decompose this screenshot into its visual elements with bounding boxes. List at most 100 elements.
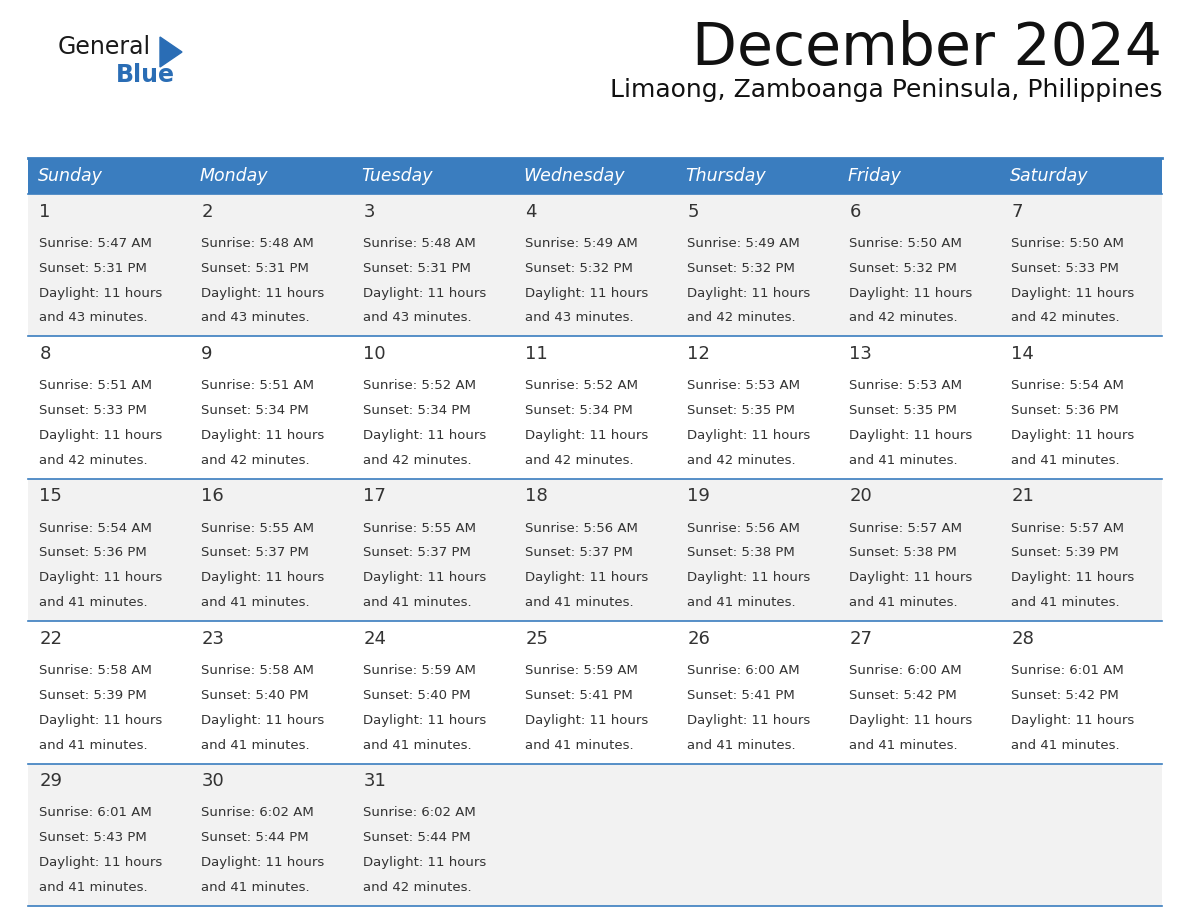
Text: Friday: Friday [848,167,902,185]
Text: 2: 2 [201,203,213,220]
Text: 17: 17 [364,487,386,505]
Text: Daylight: 11 hours: Daylight: 11 hours [525,714,649,727]
Text: 25: 25 [525,630,549,648]
Text: 11: 11 [525,345,548,363]
Text: and 41 minutes.: and 41 minutes. [39,739,148,752]
Text: Blue: Blue [116,63,175,87]
Text: and 41 minutes.: and 41 minutes. [1011,453,1120,467]
Text: 16: 16 [201,487,225,505]
Text: and 41 minutes.: and 41 minutes. [688,597,796,610]
Text: Sunrise: 5:48 AM: Sunrise: 5:48 AM [364,237,476,250]
Text: 5: 5 [688,203,699,220]
Text: and 43 minutes.: and 43 minutes. [525,311,634,324]
Text: Sunset: 5:33 PM: Sunset: 5:33 PM [1011,262,1119,274]
Text: Sunrise: 5:50 AM: Sunrise: 5:50 AM [1011,237,1124,250]
Text: Daylight: 11 hours: Daylight: 11 hours [849,429,973,442]
Text: 29: 29 [39,772,62,790]
Text: December 2024: December 2024 [691,20,1162,77]
Text: and 41 minutes.: and 41 minutes. [525,739,634,752]
Text: Sunset: 5:32 PM: Sunset: 5:32 PM [525,262,633,274]
Text: Sunset: 5:34 PM: Sunset: 5:34 PM [525,404,633,417]
Text: and 42 minutes.: and 42 minutes. [201,453,310,467]
Text: General: General [58,35,151,59]
Text: Daylight: 11 hours: Daylight: 11 hours [201,714,324,727]
Text: Daylight: 11 hours: Daylight: 11 hours [688,571,810,585]
Text: Daylight: 11 hours: Daylight: 11 hours [364,714,487,727]
Text: and 42 minutes.: and 42 minutes. [688,453,796,467]
Text: Sunrise: 5:56 AM: Sunrise: 5:56 AM [688,521,801,534]
Text: 31: 31 [364,772,386,790]
Text: Daylight: 11 hours: Daylight: 11 hours [364,429,487,442]
Text: Saturday: Saturday [1010,167,1088,185]
Text: and 41 minutes.: and 41 minutes. [364,597,472,610]
Text: Daylight: 11 hours: Daylight: 11 hours [364,856,487,869]
Text: 23: 23 [201,630,225,648]
Text: and 41 minutes.: and 41 minutes. [849,739,958,752]
Text: Sunset: 5:44 PM: Sunset: 5:44 PM [364,831,470,845]
Text: Tuesday: Tuesday [361,167,434,185]
Text: Daylight: 11 hours: Daylight: 11 hours [39,286,163,299]
Text: Sunset: 5:34 PM: Sunset: 5:34 PM [364,404,472,417]
Text: Sunrise: 5:47 AM: Sunrise: 5:47 AM [39,237,152,250]
Text: Daylight: 11 hours: Daylight: 11 hours [39,571,163,585]
Text: Sunset: 5:43 PM: Sunset: 5:43 PM [39,831,147,845]
Text: Sunset: 5:36 PM: Sunset: 5:36 PM [1011,404,1119,417]
Text: Daylight: 11 hours: Daylight: 11 hours [201,429,324,442]
Text: Daylight: 11 hours: Daylight: 11 hours [849,714,973,727]
Text: 24: 24 [364,630,386,648]
Text: Sunrise: 5:56 AM: Sunrise: 5:56 AM [525,521,638,534]
Text: Daylight: 11 hours: Daylight: 11 hours [201,571,324,585]
Text: Daylight: 11 hours: Daylight: 11 hours [1011,571,1135,585]
Text: Daylight: 11 hours: Daylight: 11 hours [688,429,810,442]
Text: Sunset: 5:39 PM: Sunset: 5:39 PM [1011,546,1119,559]
Text: Daylight: 11 hours: Daylight: 11 hours [849,571,973,585]
Text: and 41 minutes.: and 41 minutes. [39,597,148,610]
Text: Sunset: 5:40 PM: Sunset: 5:40 PM [364,688,470,702]
Text: Sunset: 5:31 PM: Sunset: 5:31 PM [201,262,309,274]
Text: Sunday: Sunday [38,167,102,185]
Text: 21: 21 [1011,487,1035,505]
Text: 4: 4 [525,203,537,220]
Text: Sunset: 5:31 PM: Sunset: 5:31 PM [39,262,147,274]
Text: and 42 minutes.: and 42 minutes. [39,453,148,467]
Text: and 43 minutes.: and 43 minutes. [201,311,310,324]
Text: Sunset: 5:37 PM: Sunset: 5:37 PM [201,546,309,559]
Polygon shape [160,37,182,67]
Text: 6: 6 [849,203,861,220]
Text: 7: 7 [1011,203,1023,220]
Text: Daylight: 11 hours: Daylight: 11 hours [525,286,649,299]
Text: Sunset: 5:38 PM: Sunset: 5:38 PM [688,546,795,559]
Text: Sunrise: 5:52 AM: Sunrise: 5:52 AM [364,379,476,392]
Text: 19: 19 [688,487,710,505]
Text: 18: 18 [525,487,548,505]
Bar [29,194,1162,336]
Text: Thursday: Thursday [685,167,766,185]
Text: 10: 10 [364,345,386,363]
Bar [190,158,352,194]
Text: and 42 minutes.: and 42 minutes. [1011,311,1120,324]
Bar [1000,158,1162,194]
Text: Daylight: 11 hours: Daylight: 11 hours [39,856,163,869]
Text: Sunrise: 5:55 AM: Sunrise: 5:55 AM [201,521,315,534]
Text: Sunset: 5:40 PM: Sunset: 5:40 PM [201,688,309,702]
Text: and 41 minutes.: and 41 minutes. [525,597,634,610]
Text: Sunset: 5:42 PM: Sunset: 5:42 PM [849,688,958,702]
Text: 22: 22 [39,630,62,648]
Text: Daylight: 11 hours: Daylight: 11 hours [1011,286,1135,299]
Text: and 41 minutes.: and 41 minutes. [201,739,310,752]
Bar [676,158,838,194]
Text: 3: 3 [364,203,375,220]
Text: Sunset: 5:32 PM: Sunset: 5:32 PM [688,262,795,274]
Text: Sunrise: 5:54 AM: Sunrise: 5:54 AM [39,521,152,534]
Text: and 42 minutes.: and 42 minutes. [364,881,472,894]
Text: Sunrise: 5:59 AM: Sunrise: 5:59 AM [364,664,476,677]
Text: and 43 minutes.: and 43 minutes. [364,311,472,324]
Bar [29,479,1162,621]
Text: Sunset: 5:41 PM: Sunset: 5:41 PM [688,688,795,702]
Text: and 43 minutes.: and 43 minutes. [39,311,148,324]
Text: 14: 14 [1011,345,1035,363]
Text: Sunset: 5:36 PM: Sunset: 5:36 PM [39,546,147,559]
Text: Sunrise: 5:59 AM: Sunrise: 5:59 AM [525,664,638,677]
Text: Daylight: 11 hours: Daylight: 11 hours [688,286,810,299]
Text: Sunrise: 6:02 AM: Sunrise: 6:02 AM [201,806,314,820]
